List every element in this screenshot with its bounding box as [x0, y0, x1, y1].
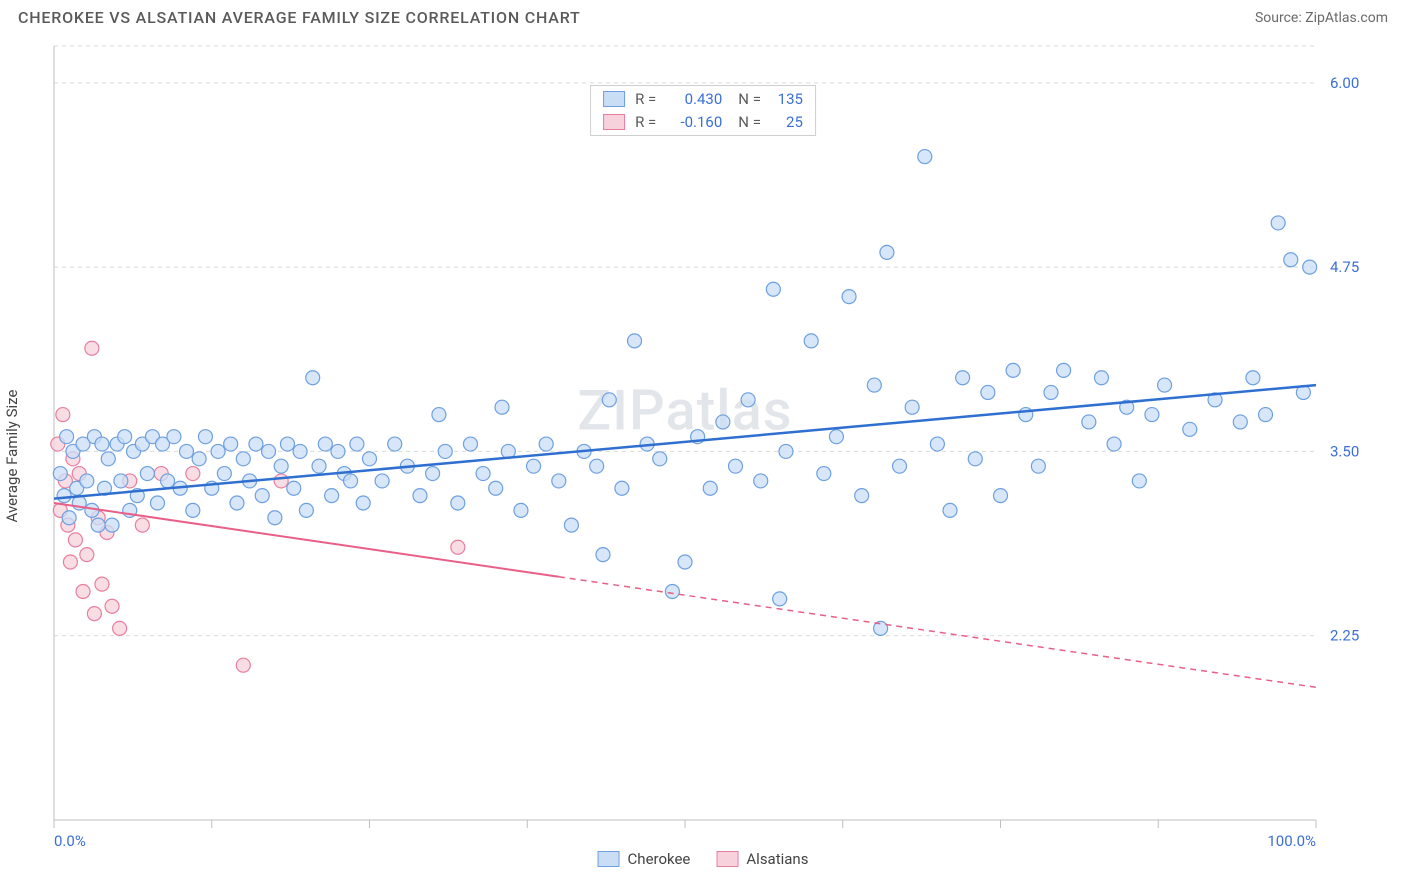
swatch-icon [603, 91, 625, 107]
svg-text:3.50: 3.50 [1330, 442, 1359, 460]
stats-legend: R = 0.430 N = 135 R = -0.160 N = 25 [590, 85, 816, 136]
stat-label: R = [635, 111, 656, 134]
legend-label: Cherokee [628, 850, 691, 868]
stat-value: 135 [771, 88, 803, 111]
legend-label: Alsatians [746, 850, 808, 868]
stat-value: 25 [771, 111, 803, 134]
chart-container: Average Family Size R = 0.430 N = 135 R … [18, 40, 1388, 872]
legend-item: Alsatians [716, 850, 808, 868]
stat-value: 0.430 [666, 88, 722, 111]
svg-text:ZIPatlas: ZIPatlas [577, 377, 792, 443]
swatch-icon [716, 851, 738, 867]
svg-text:4.75: 4.75 [1330, 258, 1359, 276]
stat-value: -0.160 [666, 111, 722, 134]
svg-text:2.25: 2.25 [1330, 627, 1359, 645]
series-legend: Cherokee Alsatians [598, 850, 809, 868]
stats-legend-row: R = 0.430 N = 135 [591, 88, 815, 111]
stat-label: N = [738, 111, 761, 134]
chart-title: CHEROKEE VS ALSATIAN AVERAGE FAMILY SIZE… [18, 8, 581, 27]
legend-item: Cherokee [598, 850, 691, 868]
svg-text:0.0%: 0.0% [54, 832, 86, 850]
swatch-icon [598, 851, 620, 867]
svg-text:6.00: 6.00 [1330, 74, 1359, 92]
scatter-chart: 2.25 3.50 4.75 6.00 0.0% 100.0% ZIPatlas [18, 40, 1388, 872]
stats-legend-row: R = -0.160 N = 25 [591, 111, 815, 134]
y-axis-label: Average Family Size [3, 390, 21, 523]
svg-text:100.0%: 100.0% [1267, 832, 1316, 850]
stat-label: R = [635, 88, 656, 111]
swatch-icon [603, 114, 625, 130]
source-label: Source: ZipAtlas.com [1255, 10, 1388, 26]
stat-label: N = [738, 88, 761, 111]
